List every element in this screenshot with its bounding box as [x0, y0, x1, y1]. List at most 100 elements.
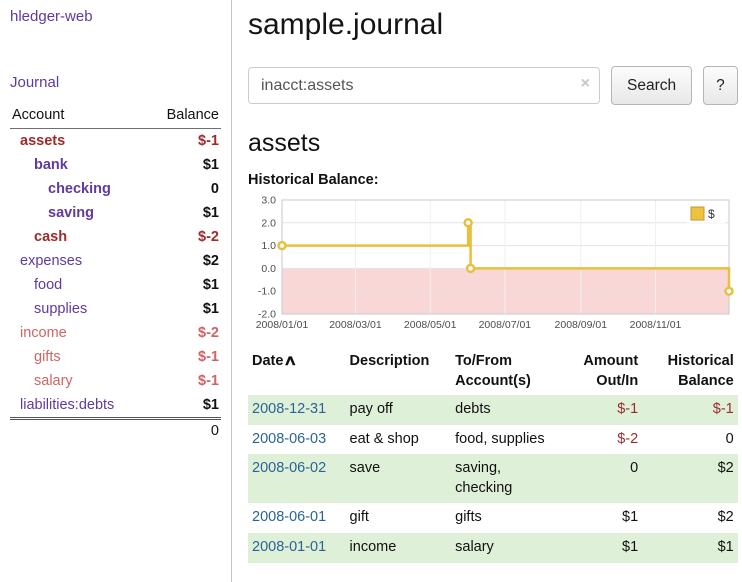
account-row-salary: salary $-1: [10, 369, 221, 393]
transaction-balance: $-1: [642, 395, 738, 425]
register-row: 2008-06-02 save saving, checking 0 $2: [248, 454, 738, 503]
clear-search-icon[interactable]: ×: [581, 75, 590, 93]
account-balance: $-2: [148, 225, 221, 249]
account-balance: $-1: [148, 129, 221, 154]
account-link-food[interactable]: food: [34, 277, 62, 293]
transaction-amount: $1: [567, 533, 642, 563]
transaction-date-link[interactable]: 2008-12-31: [252, 401, 326, 417]
transaction-accounts: gifts: [451, 503, 567, 533]
accounts-col-account: Account: [10, 103, 148, 129]
account-balance: $1: [148, 273, 221, 297]
svg-text:1.0: 1.0: [261, 240, 276, 252]
account-balance: $2: [148, 249, 221, 273]
account-link-cash[interactable]: cash: [34, 229, 67, 245]
svg-text:2008/05/01: 2008/05/01: [404, 319, 457, 331]
account-link-salary[interactable]: salary: [34, 373, 73, 389]
page-title: sample.journal: [248, 8, 738, 42]
svg-text:2008/03/01: 2008/03/01: [329, 319, 382, 331]
transaction-amount: 0: [567, 454, 642, 503]
account-row-income: income $-2: [10, 321, 221, 345]
account-balance: $1: [148, 393, 221, 419]
account-row-checking: checking 0: [10, 177, 221, 201]
register-row: 2008-06-03 eat & shop food, supplies $-2…: [248, 425, 738, 455]
search-bar: × Search ?: [248, 66, 738, 105]
search-button[interactable]: Search: [611, 66, 692, 105]
account-row-supplies: supplies $1: [10, 297, 221, 321]
account-link-bank[interactable]: bank: [34, 157, 68, 173]
account-balance: $-2: [148, 321, 221, 345]
svg-text:2.0: 2.0: [261, 217, 276, 229]
sidebar-item-journal[interactable]: Journal: [10, 74, 59, 91]
svg-text:3.0: 3.0: [261, 195, 276, 207]
transaction-balance: $1: [642, 533, 738, 563]
account-row-food: food $1: [10, 273, 221, 297]
search-input-wrap: ×: [248, 67, 600, 104]
transaction-date-link[interactable]: 2008-06-02: [252, 460, 326, 476]
account-row-gifts: gifts $-1: [10, 345, 221, 369]
transaction-balance: 0: [642, 425, 738, 455]
account-balance: $1: [148, 153, 221, 177]
transaction-accounts: salary: [451, 533, 567, 563]
accounts-total-row: 0: [10, 419, 221, 444]
transaction-amount: $-1: [567, 395, 642, 425]
svg-text:2008/07/01: 2008/07/01: [479, 319, 532, 331]
sort-ascending-icon: ∧: [284, 352, 298, 372]
transaction-accounts: food, supplies: [451, 425, 567, 455]
account-link-checking[interactable]: checking: [48, 181, 111, 197]
transaction-date-link[interactable]: 2008-06-01: [252, 509, 326, 525]
account-row-assets: assets $-1: [10, 129, 221, 154]
transaction-accounts: saving, checking: [451, 454, 567, 503]
register-col-date-label: Date: [252, 353, 283, 369]
account-row-liabilities-debts: liabilities:debts $1: [10, 393, 221, 419]
account-link-gifts[interactable]: gifts: [34, 349, 61, 365]
transaction-balance: $2: [642, 503, 738, 533]
register-col-date[interactable]: Date∧: [248, 348, 346, 395]
svg-text:2008/11/01: 2008/11/01: [630, 319, 682, 331]
account-balance: $-1: [148, 345, 221, 369]
register-row: 2008-12-31 pay off debts $-1 $-1: [248, 395, 738, 425]
accounts-table: Account Balance assets $-1 bank $1 check…: [10, 103, 221, 443]
register-row: 2008-01-01 income salary $1 $1: [248, 533, 738, 563]
account-link-liabilities-debts[interactable]: liabilities:debts: [20, 397, 114, 413]
app-title-link[interactable]: hledger-web: [10, 8, 93, 25]
transaction-balance: $2: [642, 454, 738, 503]
account-row-cash: cash $-2: [10, 225, 221, 249]
main-content: sample.journal × Search ? assets Histori…: [232, 0, 742, 582]
account-balance: $-1: [148, 369, 221, 393]
account-balance: $1: [148, 201, 221, 225]
accounts-col-balance: Balance: [148, 103, 221, 129]
transaction-amount: $-2: [567, 425, 642, 455]
account-link-assets[interactable]: assets: [20, 133, 65, 149]
help-button[interactable]: ?: [703, 66, 738, 105]
account-balance: 0: [148, 177, 221, 201]
accounts-total: 0: [148, 419, 221, 444]
register-header-row: Date∧ Description To/From Account(s) Amo…: [248, 348, 738, 395]
transaction-date-link[interactable]: 2008-01-01: [252, 539, 326, 555]
register-col-balance: Historical Balance: [642, 348, 738, 395]
search-input[interactable]: [248, 67, 600, 104]
transaction-description: save: [346, 454, 452, 503]
account-link-saving[interactable]: saving: [48, 205, 94, 221]
transaction-description: income: [346, 533, 452, 563]
svg-text:2008/09/01: 2008/09/01: [555, 319, 608, 331]
chart-title: Historical Balance:: [248, 172, 738, 188]
transaction-amount: $1: [567, 503, 642, 533]
historical-balance-chart: 3.02.01.00.0-1.0-2.02008/01/012008/03/01…: [248, 192, 735, 334]
account-link-income[interactable]: income: [20, 325, 67, 341]
transaction-accounts: debts: [451, 395, 567, 425]
sidebar: hledger-web Journal Account Balance asse…: [0, 0, 232, 582]
register-col-amount: Amount Out/In: [567, 348, 642, 395]
account-link-supplies[interactable]: supplies: [34, 301, 87, 317]
transaction-date-link[interactable]: 2008-06-03: [252, 431, 326, 447]
svg-text:$: $: [708, 207, 715, 221]
register-col-accounts: To/From Account(s): [451, 348, 567, 395]
svg-text:0.0: 0.0: [261, 263, 276, 275]
register-table: Date∧ Description To/From Account(s) Amo…: [248, 348, 738, 563]
account-row-saving: saving $1: [10, 201, 221, 225]
account-row-expenses: expenses $2: [10, 249, 221, 273]
account-link-expenses[interactable]: expenses: [20, 253, 82, 269]
account-heading: assets: [248, 129, 738, 158]
register-col-description: Description: [346, 348, 452, 395]
account-balance: $1: [148, 297, 221, 321]
register-row: 2008-06-01 gift gifts $1 $2: [248, 503, 738, 533]
